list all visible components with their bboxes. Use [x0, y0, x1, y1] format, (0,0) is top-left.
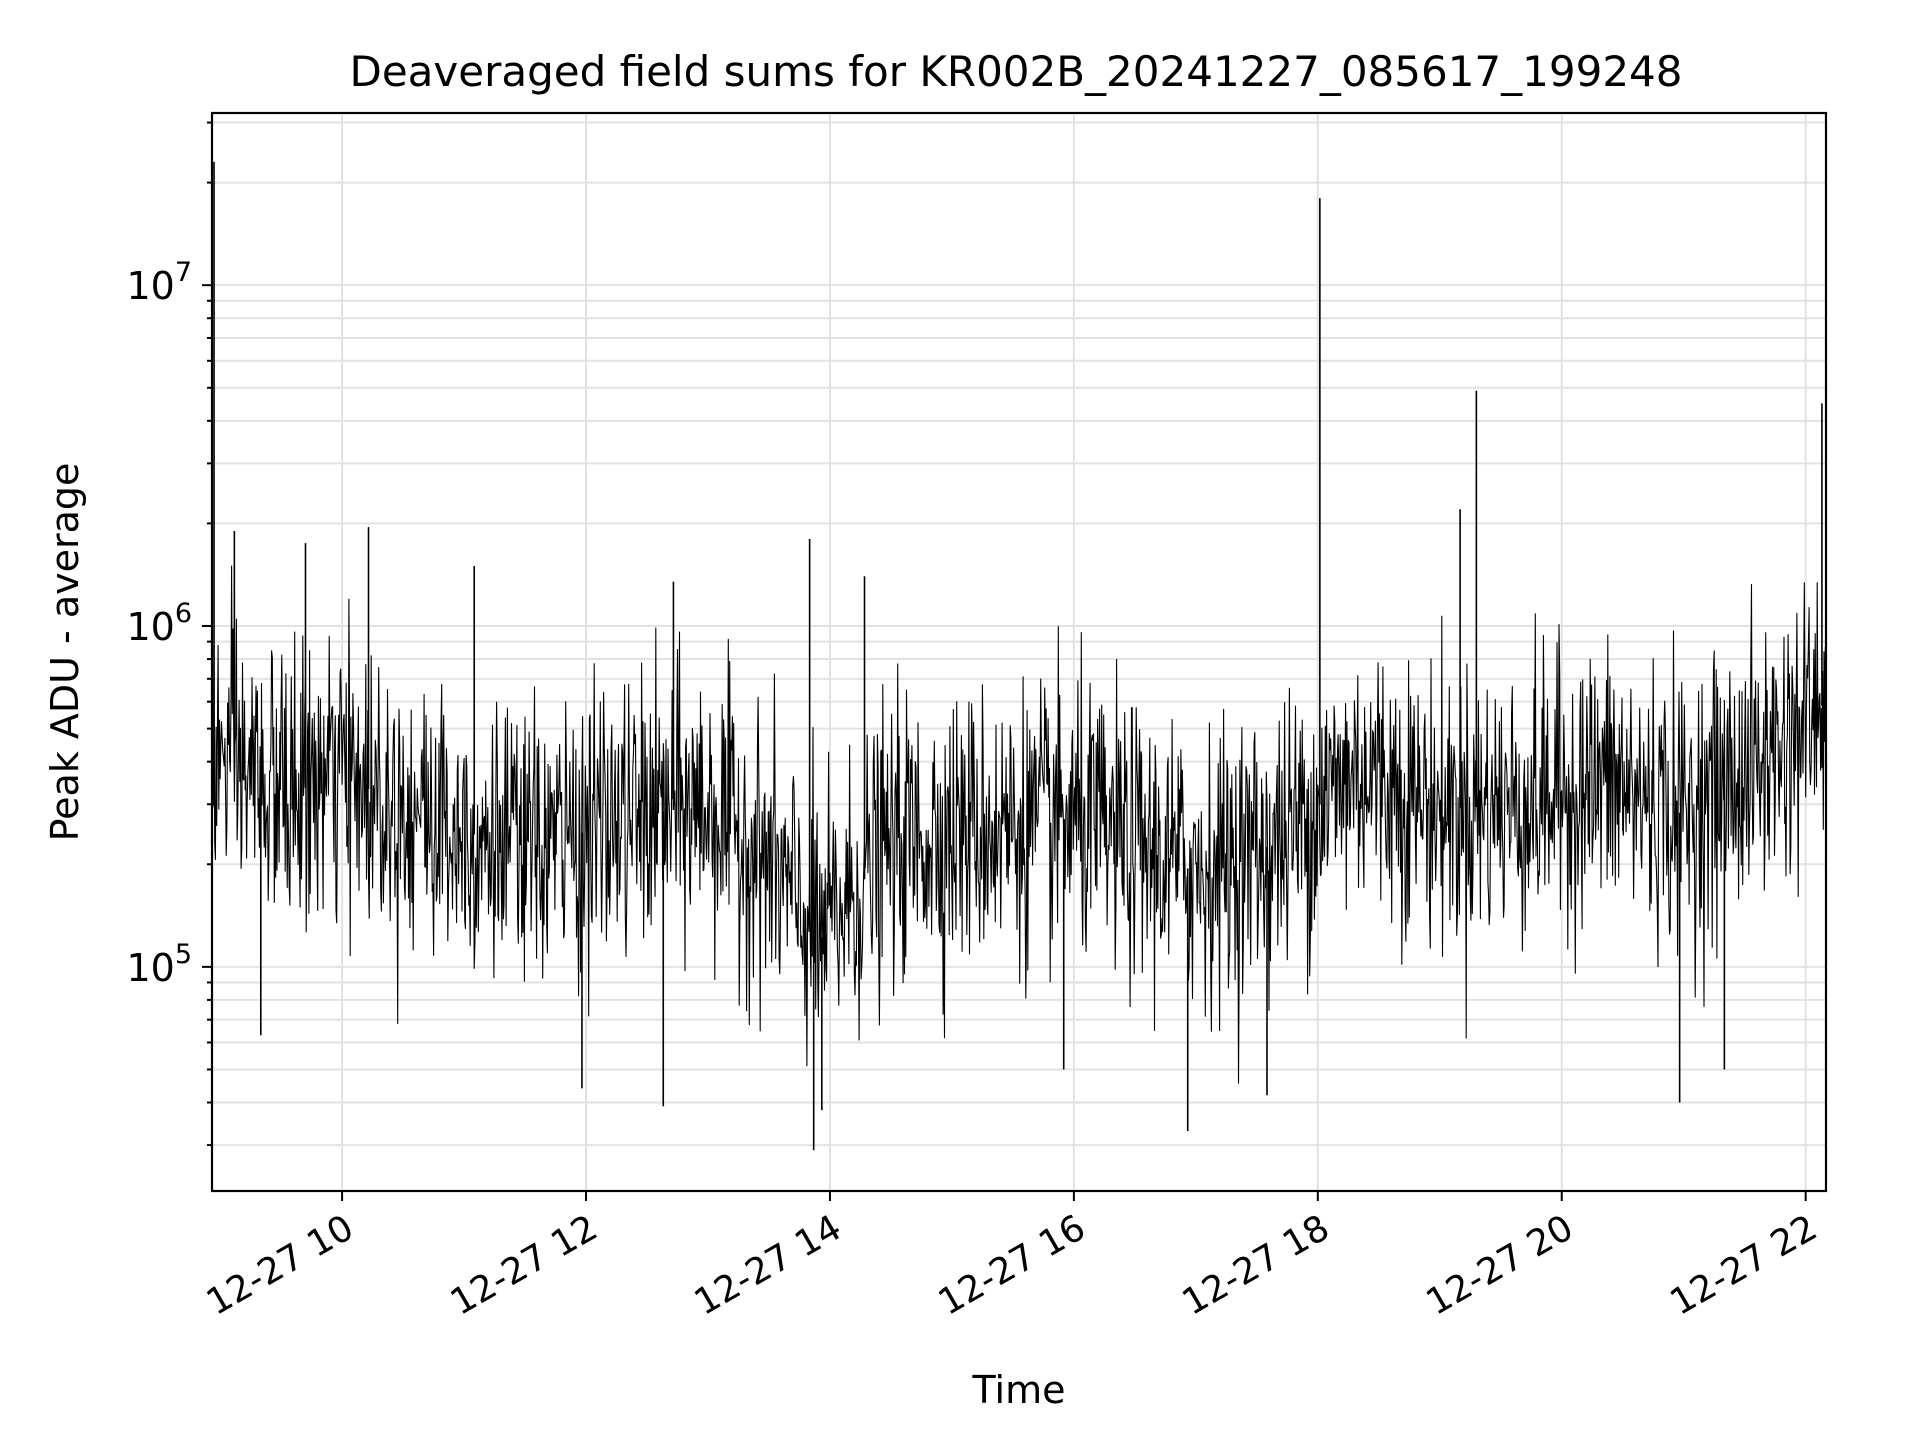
- chart-title: Deaveraged field sums for KR002B_2024122…: [350, 47, 1683, 96]
- y-axis-label: Peak ADU - average: [43, 463, 87, 842]
- y-tick-exponent: 6: [175, 598, 192, 629]
- y-tick-label: 107: [126, 257, 192, 308]
- y-tick-exponent: 7: [175, 257, 192, 288]
- series-group: [211, 565, 1827, 1084]
- plot-frame: [210, 111, 1828, 1193]
- y-tick-base: 10: [126, 264, 174, 308]
- x-axis-label: Time: [972, 1368, 1066, 1412]
- y-tick-base: 10: [126, 605, 174, 649]
- spike-marks: [213, 161, 1823, 1151]
- y-tick-base: 10: [126, 946, 174, 990]
- series-line: [211, 565, 1827, 1084]
- y-tick-label: 105: [126, 939, 192, 990]
- y-tick-label: 106: [126, 598, 192, 649]
- y-tick-exponent: 5: [175, 939, 192, 970]
